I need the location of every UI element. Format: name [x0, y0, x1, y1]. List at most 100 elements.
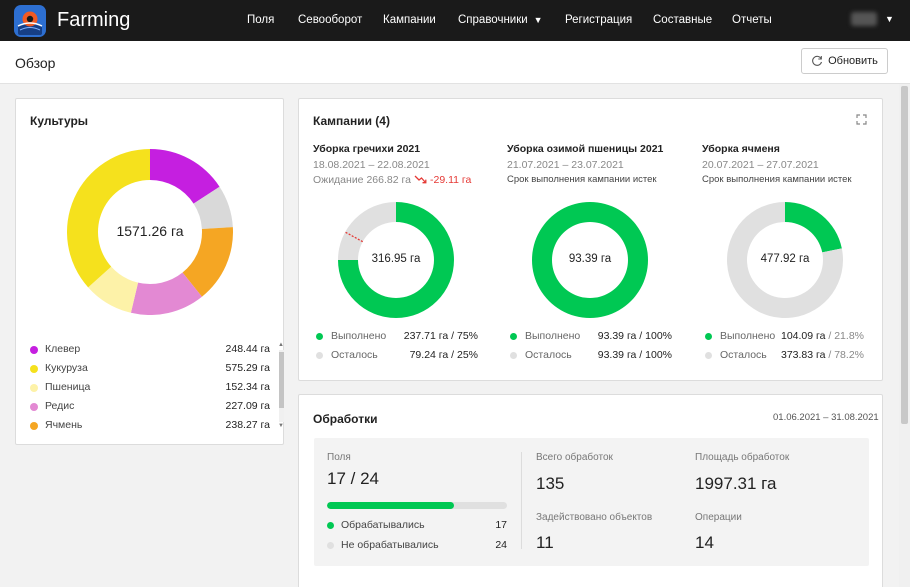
campaign-name: Уборка гречихи 2021 [313, 143, 421, 155]
campaign-center-value: 93.39 га [568, 253, 612, 265]
scrollbar-thumb[interactable] [901, 86, 908, 424]
nav-item-fields[interactable]: Поля [247, 14, 275, 26]
nav-item-registration[interactable]: Регистрация [565, 14, 633, 26]
nav-item-crop-rotation[interactable]: Севооборот [298, 14, 363, 26]
legend-label: Пшеница [45, 381, 91, 393]
campaigns-title: Кампании (4) [313, 114, 390, 128]
chevron-down-icon: ▼ [533, 15, 543, 25]
campaign-left-row: Осталось 373.83 га / 78.2% [702, 348, 864, 364]
ring-segment-done[interactable] [338, 202, 454, 318]
legend-label: Редис [45, 400, 75, 412]
fields-value: 17 / 24 [327, 469, 379, 488]
processed-row: Обрабатывались 17 [327, 518, 507, 534]
area-label: Площадь обработок [695, 452, 790, 463]
campaign-name: Уборка озимой пшеницы 2021 [507, 143, 664, 155]
operations-value: 14 [695, 533, 714, 552]
cultures-title: Культуры [30, 114, 89, 128]
not-processed-row: Не обрабатывались 24 [327, 538, 507, 554]
divider [521, 452, 522, 549]
app-brand[interactable]: Farming [57, 9, 131, 31]
campaign-waiting: Ожидание 266.82 га [313, 174, 411, 186]
culture-slice[interactable] [182, 227, 233, 297]
expand-icon[interactable] [856, 114, 867, 125]
legend-item[interactable]: Кукуруза 575.29 га [30, 361, 270, 379]
legend-label: Ячмень [45, 419, 83, 431]
fields-label: Поля [327, 452, 351, 463]
chevron-down-icon[interactable]: ▼ [885, 14, 894, 24]
legend-item[interactable]: Пшеница 152.34 га [30, 380, 270, 398]
ring-segment-done[interactable] [531, 202, 648, 318]
legend-value: 248.44 га [225, 343, 270, 355]
scroll-up-icon[interactable]: ▲ [278, 342, 284, 348]
total-value: 135 [536, 474, 565, 493]
campaign-progress-ring[interactable] [531, 201, 649, 319]
legend-item[interactable]: Ячмень 238.27 га [30, 418, 270, 436]
scrollbar-thumb[interactable] [279, 352, 284, 408]
ring-segment-left[interactable] [727, 202, 843, 318]
campaign-progress-ring[interactable] [337, 201, 455, 319]
nav-item-references-label: Справочники [458, 14, 528, 26]
campaign-delta: -29.11 га [414, 174, 471, 186]
processing-title: Обработки [313, 412, 378, 426]
processing-period: 01.06.2021 – 31.08.2021 [773, 412, 879, 423]
campaign-done-row: Выполнено 237.71 га / 75% [313, 329, 478, 345]
objects-value: 11 [536, 533, 554, 552]
refresh-button[interactable]: Обновить [801, 48, 888, 74]
legend-value: 152.34 га [225, 381, 270, 393]
campaign-winter-wheat[interactable]: Уборка озимой пшеницы 2021 21.07.2021 – … [507, 143, 687, 368]
legend-item[interactable]: Редис 227.09 га [30, 399, 270, 417]
page-title: Обзор [15, 55, 56, 71]
campaign-dates: 21.07.2021 – 23.07.2021 [507, 159, 624, 171]
culture-slice[interactable] [130, 272, 202, 315]
campaign-center-value: 477.92 га [760, 253, 810, 265]
user-menu-blurred[interactable] [851, 12, 877, 26]
campaign-delta-value: -29.11 га [430, 174, 472, 186]
fields-progress-bar [327, 502, 507, 509]
campaigns-card: Кампании (4) Уборка гречихи 2021 18.08.2… [298, 98, 883, 381]
legend-value: 575.29 га [225, 362, 270, 374]
operations-label: Операции [695, 512, 742, 523]
culture-slice[interactable] [150, 149, 220, 204]
top-navbar: Farming Поля Севооборот Кампании Справоч… [0, 0, 910, 41]
legend-label: Клевер [45, 343, 81, 355]
campaign-name: Уборка ячменя [702, 143, 780, 155]
page-scrollbar[interactable] [899, 84, 910, 587]
culture-slice[interactable] [67, 149, 150, 288]
campaign-done-row: Выполнено 93.39 га / 100% [507, 329, 672, 345]
cultures-donut-chart[interactable] [67, 149, 233, 315]
legend-label: Кукуруза [45, 362, 88, 374]
total-label: Всего обработок [536, 452, 613, 463]
ring-segment-done[interactable] [785, 202, 842, 253]
campaign-progress-ring[interactable] [726, 201, 844, 319]
nav-item-references[interactable]: Справочники ▼ [458, 14, 543, 26]
campaign-dates: 20.07.2021 – 27.07.2021 [702, 159, 819, 171]
campaign-dates: 18.08.2021 – 22.08.2021 [313, 159, 430, 171]
page-header: Обзор Обновить [0, 41, 910, 84]
legend-item[interactable]: Клевер 248.44 га [30, 342, 270, 360]
farming-logo-icon[interactable] [14, 5, 46, 37]
campaign-left-row: Осталось 79.24 га / 25% [313, 348, 478, 364]
campaign-left-row: Осталось 93.39 га / 100% [507, 348, 672, 364]
nav-item-reports[interactable]: Отчеты [732, 14, 772, 26]
refresh-icon [812, 55, 823, 66]
processing-card: Обработки 01.06.2021 – 31.08.2021 Поля 1… [298, 394, 883, 587]
processing-summary-panel: Поля 17 / 24 Обрабатывались 17 Не обраба… [314, 438, 869, 566]
nav-item-campaigns[interactable]: Кампании [383, 14, 436, 26]
refresh-button-label: Обновить [828, 55, 878, 67]
objects-label: Задействовано объектов [536, 512, 653, 523]
campaign-done-row: Выполнено 104.09 га / 21.8% [702, 329, 864, 345]
cultures-total: 1571.26 га [116, 223, 184, 239]
culture-slice-other[interactable] [193, 186, 233, 229]
culture-slice[interactable] [88, 266, 139, 313]
legend-scrollbar[interactable]: ▲ ▼ [278, 342, 285, 430]
cultures-card: Культуры 1571.26 га Клевер 248.44 га Кук… [15, 98, 284, 445]
ring-segment-left[interactable] [338, 202, 396, 260]
campaign-expired-note: Срок выполнения кампании истек [507, 174, 657, 185]
campaign-barley[interactable]: Уборка ячменя 20.07.2021 – 27.07.2021 Ср… [702, 143, 869, 368]
legend-value: 227.09 га [225, 400, 270, 412]
scroll-down-icon[interactable]: ▼ [278, 423, 284, 429]
trend-down-icon [414, 175, 427, 184]
campaign-center-value: 316.95 га [371, 253, 421, 265]
campaign-buckwheat[interactable]: Уборка гречихи 2021 18.08.2021 – 22.08.2… [313, 143, 493, 368]
nav-item-composite[interactable]: Составные [653, 14, 713, 26]
